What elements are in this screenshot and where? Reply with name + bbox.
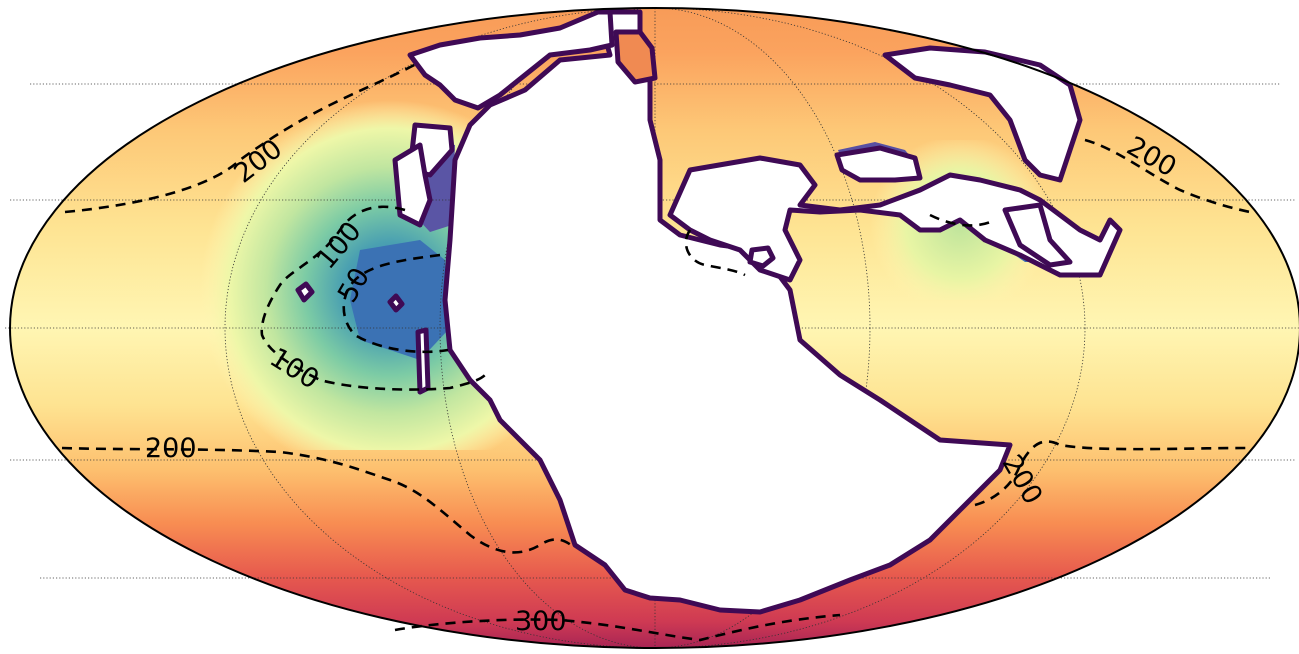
island-small-4 (1002, 202, 1073, 268)
island-islet-5 (613, 29, 658, 85)
continent-northwest (407, 9, 615, 111)
globe-outline (9, 7, 1299, 649)
island-islet-2 (387, 293, 405, 313)
continent-northeast (882, 45, 1083, 183)
island-small-3 (834, 145, 923, 183)
continent-west (442, 9, 1013, 615)
island-small-2 (392, 142, 433, 228)
island-islet-3 (415, 327, 431, 395)
island-islet-1 (295, 281, 315, 303)
contours (61, 60, 1251, 642)
island-islet-4 (747, 245, 776, 269)
contour-label-300: 300 (515, 606, 567, 637)
contour-label-200-sw: 200 (145, 433, 197, 464)
continent-east-upper (667, 155, 1123, 283)
